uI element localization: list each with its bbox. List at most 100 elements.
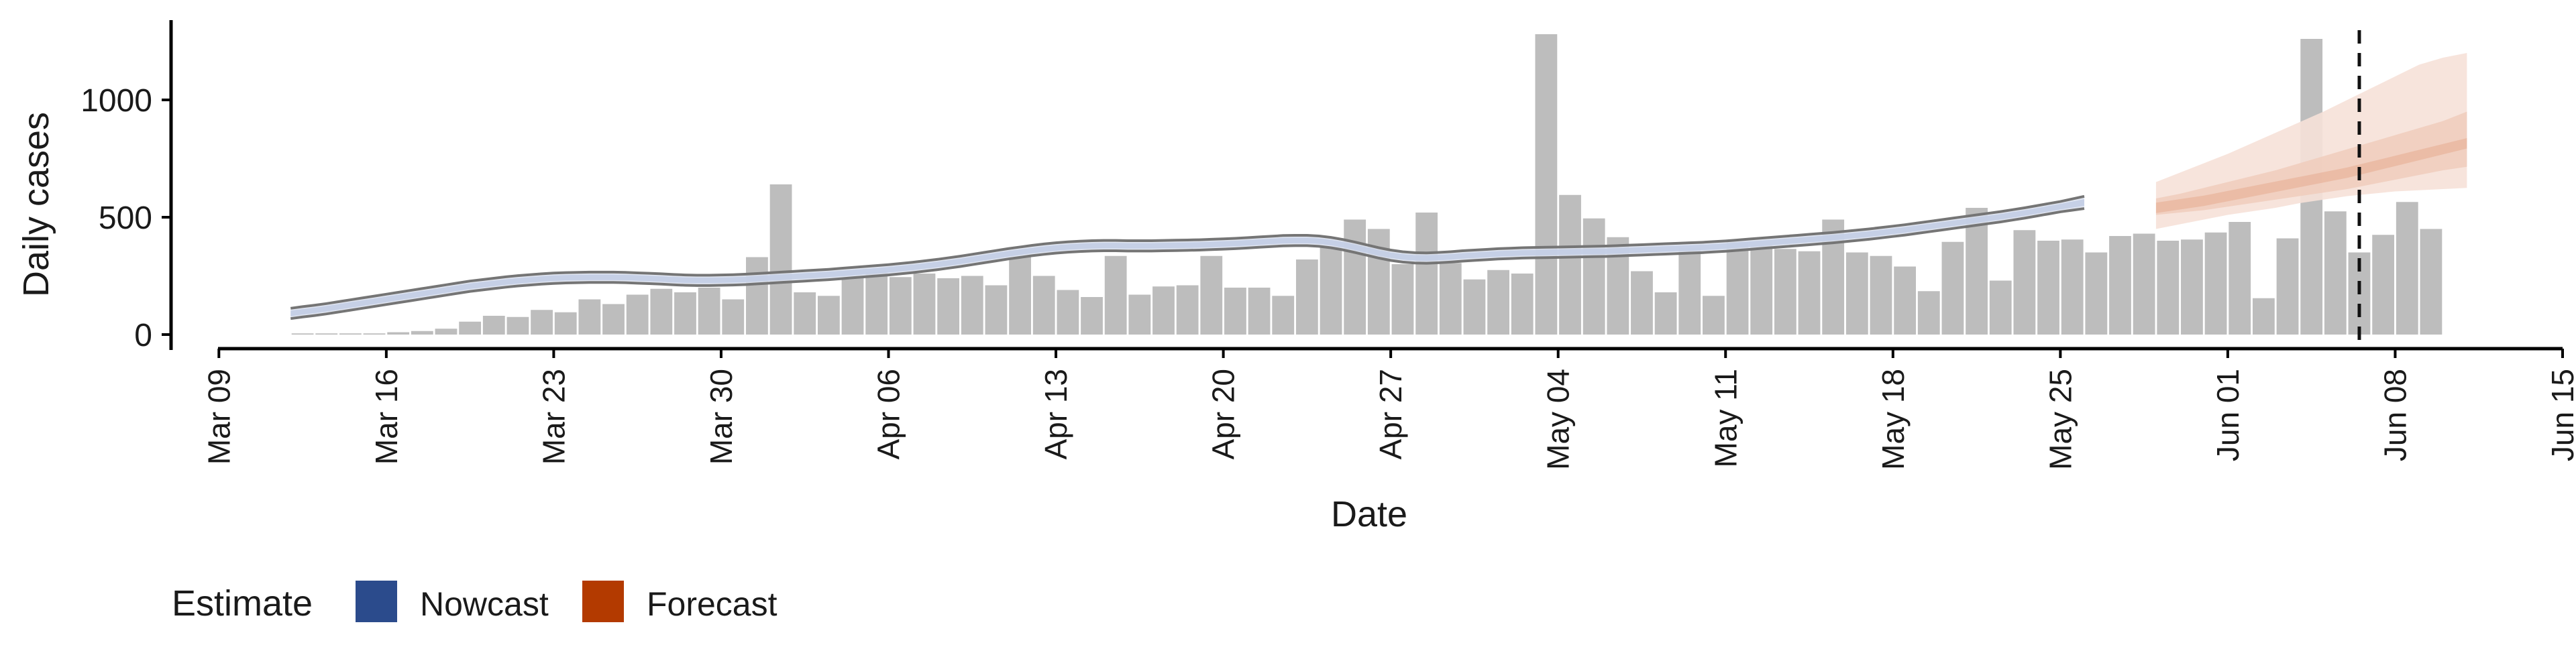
x-tick-label: May 04: [1541, 369, 1576, 470]
x-tick-label: Jun 01: [2210, 369, 2245, 461]
bar: [1678, 247, 1701, 335]
bar: [1917, 291, 1940, 335]
bar: [1391, 264, 1414, 335]
bar: [2372, 235, 2395, 335]
nowcast-lower-line: [290, 207, 2085, 320]
bar: [1750, 245, 1773, 335]
legend-swatch-forecast: [582, 581, 624, 622]
bar: [1009, 257, 1031, 335]
y-axis-title: Daily cases: [16, 112, 56, 297]
bar: [1344, 219, 1366, 335]
bar: [602, 304, 625, 335]
x-tick-label: Mar 09: [201, 369, 236, 465]
bar: [722, 299, 745, 335]
legend: Estimate Nowcast Forecast: [172, 581, 777, 624]
bar: [1966, 208, 1988, 335]
bar: [1057, 290, 1079, 335]
bar: [961, 276, 983, 335]
bar: [1582, 218, 1605, 335]
bar: [2204, 232, 2227, 335]
bar: [1559, 194, 1581, 335]
x-tick-label: Apr 13: [1038, 369, 1073, 460]
x-tick-label: May 18: [1876, 369, 1911, 470]
bar: [1511, 274, 1534, 335]
bar: [1726, 241, 1749, 335]
bar: [2085, 252, 2108, 335]
y-tick-label: 0: [134, 318, 152, 353]
bar: [913, 274, 936, 335]
bar: [578, 299, 601, 335]
bar: [291, 333, 314, 335]
bar: [2229, 222, 2251, 335]
bar: [1631, 271, 1653, 335]
bar: [2061, 239, 2084, 335]
bar: [387, 332, 410, 335]
bar: [746, 257, 768, 335]
bar: [1128, 294, 1151, 335]
y-tick-label: 1000: [80, 83, 152, 119]
bar: [1703, 296, 1725, 335]
bar: [937, 278, 960, 335]
x-tick-label: Apr 06: [871, 369, 906, 460]
bar: [2324, 211, 2347, 335]
bar: [2181, 239, 2203, 335]
bar: [1870, 255, 1892, 335]
legend-title: Estimate: [172, 583, 313, 624]
bar: [2420, 229, 2443, 335]
bar: [2157, 241, 2180, 335]
bar: [1224, 288, 1246, 335]
x-tick-label: Apr 27: [1373, 369, 1408, 460]
bar: [1798, 251, 1821, 335]
bar: [2013, 230, 2036, 335]
legend-swatch-nowcast: [356, 581, 397, 622]
x-tick-label: Jun 15: [2545, 369, 2576, 461]
bar: [1654, 292, 1677, 335]
bar: [1081, 297, 1103, 335]
bar: [554, 312, 577, 335]
bar: [435, 329, 458, 335]
bar: [841, 278, 864, 335]
bar: [1295, 259, 1318, 335]
bar: [674, 292, 696, 335]
bar: [794, 292, 816, 335]
bar: [650, 288, 673, 335]
bar: [1272, 296, 1295, 335]
bar: [1248, 288, 1271, 335]
bar: [2252, 298, 2275, 335]
bar: [1152, 286, 1175, 335]
bar: [1104, 255, 1127, 335]
bar: [2109, 236, 2131, 335]
bar: [1535, 34, 1558, 335]
x-tick-label: Jun 08: [2377, 369, 2412, 461]
bar: [1894, 266, 1917, 335]
bar: [1941, 241, 1964, 335]
bar: [2133, 233, 2155, 335]
bar: [1774, 249, 1796, 335]
bar: [1845, 252, 1868, 335]
bar: [1032, 276, 1055, 335]
y-tick-label: 500: [99, 200, 152, 236]
nowcast-upper-line: [290, 194, 2085, 310]
bar: [769, 184, 792, 335]
bar: [889, 277, 912, 335]
bars-layer: [291, 34, 2443, 335]
bar: [1415, 213, 1438, 335]
x-tick-label: Mar 30: [704, 369, 739, 465]
bar: [865, 271, 888, 335]
bar: [411, 331, 433, 335]
x-tick-label: Mar 23: [536, 369, 571, 465]
forecast-layer: [2155, 53, 2467, 229]
bar: [817, 296, 840, 335]
bar: [1200, 255, 1223, 335]
bar: [339, 333, 362, 335]
bar: [531, 310, 553, 335]
x-tick-label: Apr 20: [1206, 369, 1241, 460]
x-tick-label: Mar 16: [369, 369, 404, 465]
bar: [2396, 202, 2418, 335]
bar: [1487, 270, 1509, 335]
bar: [1176, 285, 1199, 335]
bar: [1989, 280, 2012, 335]
bar: [2276, 238, 2299, 335]
bar: [1439, 263, 1462, 335]
